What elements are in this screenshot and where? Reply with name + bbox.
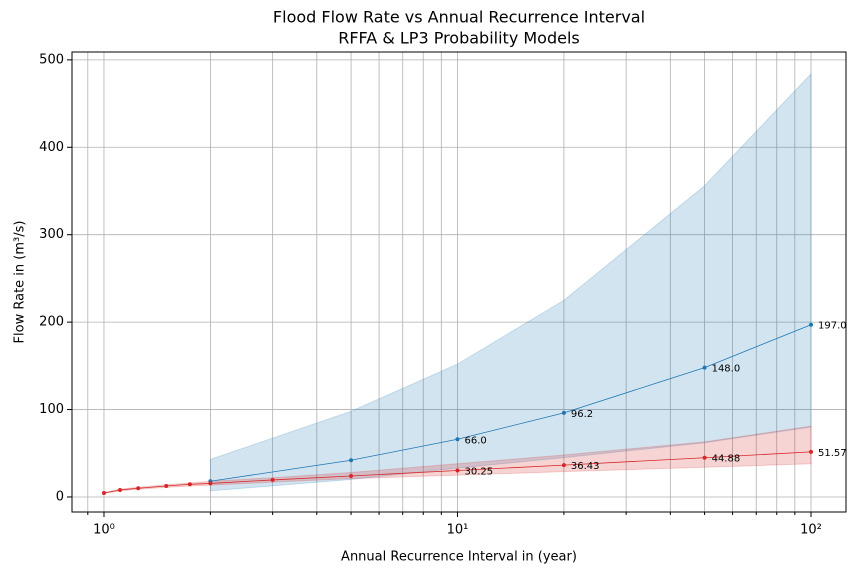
y-tick-label: 100 xyxy=(39,402,64,417)
data-label: 44.88 xyxy=(712,454,741,465)
data-point xyxy=(702,455,707,460)
y-tick-label: 500 xyxy=(39,52,64,67)
data-label: 30.25 xyxy=(464,467,493,478)
plot-frame xyxy=(71,51,847,513)
data-point xyxy=(349,473,354,478)
data-point xyxy=(164,484,169,489)
data-point xyxy=(455,468,460,473)
y-tick-label: 200 xyxy=(39,315,64,330)
data-point xyxy=(187,482,192,487)
data-point xyxy=(561,463,566,468)
chart-subtitle: RFFA & LP3 Probability Models xyxy=(338,29,580,48)
data-label: 66.0 xyxy=(464,435,486,446)
data-point xyxy=(809,322,814,327)
x-axis-label: Annual Recurrence Interval in (year) xyxy=(341,550,577,565)
data-point xyxy=(208,481,213,486)
data-point xyxy=(101,491,106,496)
x-tick-label: 10⁰ xyxy=(93,523,115,538)
data-point xyxy=(561,410,566,415)
data-point xyxy=(809,449,814,454)
y-axis-label: Flow Rate in (m³/s) xyxy=(13,221,28,344)
data-label: 148.0 xyxy=(712,364,741,375)
confidence-band xyxy=(209,72,812,492)
data-label: 51.57 xyxy=(818,448,847,459)
data-label: 36.43 xyxy=(571,461,600,472)
x-tick-label: 10¹ xyxy=(447,523,469,538)
data-point xyxy=(702,365,707,370)
x-tick-label: 10² xyxy=(800,523,822,538)
data-point xyxy=(349,458,354,463)
data-label: 197.0 xyxy=(818,321,847,332)
chart-title: Flood Flow Rate vs Annual Recurrence Int… xyxy=(273,8,645,27)
series-line xyxy=(103,451,812,494)
y-tick-label: 400 xyxy=(39,140,64,155)
y-tick-label: 300 xyxy=(39,227,64,242)
data-point xyxy=(455,437,460,442)
data-point xyxy=(270,477,275,482)
y-tick-label: 0 xyxy=(56,489,64,504)
data-label: 96.2 xyxy=(571,409,593,420)
data-point xyxy=(136,486,141,491)
data-point xyxy=(117,487,122,492)
series-line xyxy=(210,324,812,482)
